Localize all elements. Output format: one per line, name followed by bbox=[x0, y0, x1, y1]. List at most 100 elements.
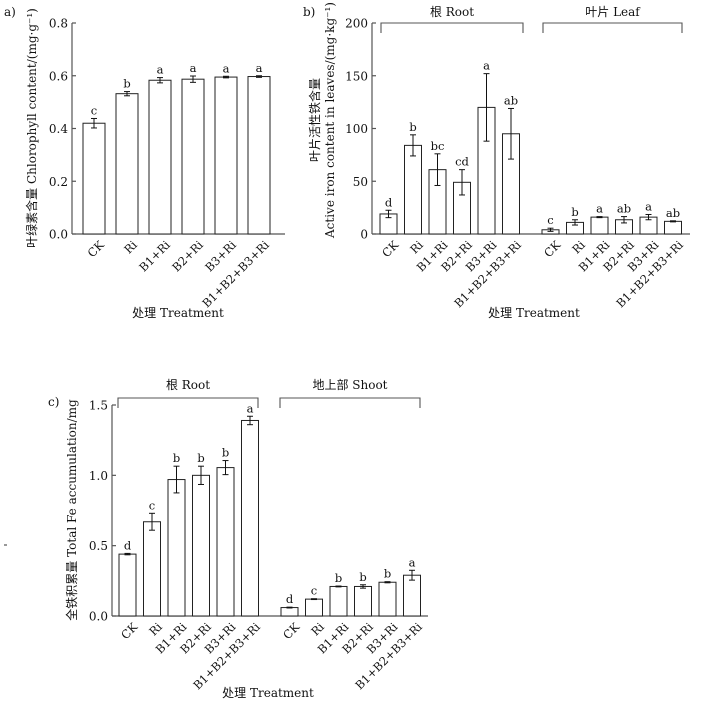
bar bbox=[143, 521, 161, 617]
y-axis-label: 叶绿素含量 Chlorophyll content/(mg·g⁻¹) bbox=[24, 8, 39, 248]
y-tick-label: 0.0 bbox=[89, 610, 108, 624]
y-tick-label: 200 bbox=[345, 17, 368, 31]
group-label: 地上部 Shoot bbox=[312, 377, 387, 392]
bar bbox=[280, 607, 299, 617]
panel-label: c) bbox=[48, 395, 59, 409]
significance-label: b bbox=[359, 570, 366, 584]
y-axis-label: 全铁积累量 Total Fe accumulation/mg bbox=[64, 399, 79, 621]
x-axis-label: 处理 Treatment bbox=[132, 306, 224, 320]
group-label: 叶片 Leaf bbox=[585, 5, 641, 19]
x-tick-label: Ri bbox=[308, 620, 327, 639]
y-tick-label: 0.0 bbox=[49, 228, 68, 242]
bar bbox=[590, 216, 609, 235]
bar-group: 地上部 ShootdCKcRibB1+RibB2+RibB3+RiaB1+B2+… bbox=[279, 377, 425, 692]
significance-label: ab bbox=[666, 206, 680, 220]
y-tick-label: 0.2 bbox=[49, 175, 68, 189]
bar bbox=[378, 581, 397, 617]
x-tick-label: CK bbox=[118, 620, 140, 642]
significance-label: a bbox=[645, 199, 652, 213]
bar bbox=[82, 122, 106, 235]
y-tick-label: 150 bbox=[345, 69, 368, 83]
significance-label: cd bbox=[455, 155, 469, 169]
significance-label: b bbox=[222, 446, 229, 460]
significance-label: a bbox=[409, 555, 416, 569]
bar bbox=[247, 76, 271, 235]
bar bbox=[192, 474, 210, 617]
significance-label: ab bbox=[617, 202, 631, 216]
x-tick-label: CK bbox=[85, 238, 107, 260]
bar bbox=[214, 76, 238, 235]
x-tick-label: B1+Ri bbox=[136, 238, 173, 275]
y-tick-label: 0 bbox=[360, 228, 368, 242]
significance-label: a bbox=[483, 59, 490, 73]
significance-label: b bbox=[384, 567, 391, 581]
significance-label: d bbox=[385, 195, 393, 209]
bar-group: 根 RootdCKbRibcB1+RicdB2+RiaB3+RiabB1+B2+… bbox=[379, 5, 524, 310]
bar-group: 叶片 LeafcCKbRiaB1+RiabB2+RiaB3+RiabB1+B2+… bbox=[541, 5, 686, 310]
group-label: 根 Root bbox=[166, 378, 210, 392]
x-axis-label: 处理 Treatment bbox=[488, 306, 580, 320]
significance-label: d bbox=[124, 538, 132, 552]
y-tick-label: 0.6 bbox=[49, 69, 68, 83]
significance-label: b bbox=[123, 77, 130, 91]
x-axis-label: 处理 Treatment bbox=[222, 686, 314, 700]
x-tick-label: B2+Ri bbox=[169, 238, 206, 275]
significance-label: a bbox=[190, 61, 197, 75]
bar bbox=[115, 93, 139, 235]
bar bbox=[216, 467, 235, 617]
group-bracket bbox=[117, 397, 259, 408]
y-tick-label: 1.5 bbox=[89, 399, 108, 413]
bar bbox=[118, 553, 137, 617]
significance-label: b bbox=[571, 205, 578, 219]
bar bbox=[241, 419, 259, 617]
y-axis-label-line2: Active iron content in leaves/(mg·kg⁻¹) bbox=[323, 2, 337, 239]
panel-label: b) bbox=[303, 5, 315, 19]
significance-label: ab bbox=[504, 93, 518, 107]
y-tick-label: 50 bbox=[353, 175, 368, 189]
x-tick-label: Ri bbox=[146, 620, 165, 639]
x-tick-label: CK bbox=[379, 238, 401, 260]
significance-label: c bbox=[547, 213, 553, 227]
y-tick-label: 0.8 bbox=[49, 17, 68, 31]
bar bbox=[167, 479, 186, 617]
significance-label: a bbox=[247, 401, 254, 415]
chart-panel-a: a) 0.0 0.2 0.4 0.6 0.8 叶绿素含量 Chlorophyll conte… bbox=[4, 5, 285, 320]
significance-label: c bbox=[311, 584, 317, 598]
group-label: 根 Root bbox=[430, 5, 474, 19]
bar bbox=[404, 144, 422, 235]
x-tick-label: Ri bbox=[569, 238, 588, 257]
significance-label: bc bbox=[431, 139, 445, 153]
significance-label: a bbox=[157, 63, 164, 77]
significance-label: b bbox=[173, 451, 180, 465]
panel-label: a) bbox=[4, 5, 16, 19]
chart-panel-b: b) 0 50 100 150 200 叶片活性铁含量 Active iron content… bbox=[303, 2, 690, 320]
x-tick-label: CK bbox=[541, 238, 563, 260]
significance-label: b bbox=[197, 451, 204, 465]
x-tick-label: Ri bbox=[407, 238, 426, 257]
bar bbox=[305, 598, 323, 617]
bar bbox=[148, 79, 172, 235]
chart-panel-c: c) 0.0 0.5 1.0 1.5 全铁积累量 Total Fe accumulatio… bbox=[48, 377, 428, 700]
bar bbox=[664, 220, 682, 235]
bar bbox=[329, 585, 348, 617]
x-tick-label: CK bbox=[280, 620, 302, 642]
group-bracket bbox=[279, 397, 421, 408]
group-bracket bbox=[380, 22, 524, 33]
bar bbox=[181, 78, 205, 235]
x-tick-label: Ri bbox=[121, 238, 140, 257]
significance-label: b bbox=[409, 120, 416, 134]
y-tick-label: 0.4 bbox=[49, 122, 68, 136]
group-bracket bbox=[542, 22, 683, 33]
bar-group: 根 RootdCKcRibB1+RibB2+RibB3+RiaB1+B2+B3+… bbox=[117, 378, 263, 692]
significance-label: d bbox=[286, 592, 294, 606]
significance-label: c bbox=[149, 498, 155, 512]
y-tick-label: 1.0 bbox=[89, 469, 108, 483]
y-tick-label: 0.5 bbox=[89, 539, 108, 553]
bar bbox=[354, 585, 372, 617]
significance-label: b bbox=[335, 571, 342, 585]
y-axis-label-line1: 叶片活性铁含量 bbox=[307, 78, 322, 162]
bar bbox=[403, 574, 421, 617]
significance-label: a bbox=[596, 202, 603, 216]
